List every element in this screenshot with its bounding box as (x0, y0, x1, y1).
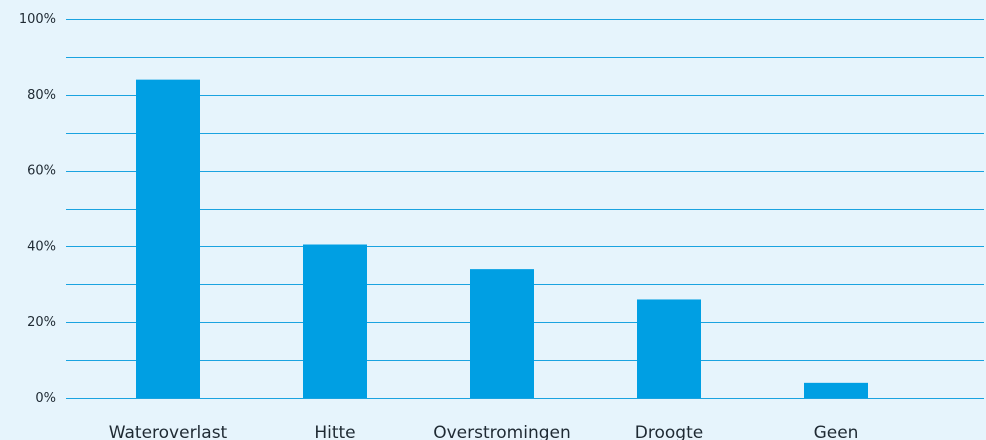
x-category-label: Geen (814, 423, 859, 440)
x-axis-category-labels: Wateroverlast Hitte Overstromingen Droogte G… (109, 423, 859, 440)
bar-wateroverlast (136, 79, 200, 398)
y-tick-label: 20% (27, 315, 56, 330)
y-tick-label: 80% (27, 88, 56, 103)
bar-overstromingen (470, 269, 534, 398)
y-tick-label: 60% (27, 164, 56, 179)
x-category-label: Droogte (635, 423, 703, 440)
bar-geen (804, 382, 868, 398)
bar-droogte (637, 299, 701, 398)
grid-lines (66, 19, 984, 399)
y-tick-label: 100% (19, 12, 56, 27)
x-category-label: Hitte (314, 423, 355, 440)
bars (136, 79, 868, 398)
y-tick-label: 0% (35, 391, 56, 406)
y-tick-label: 40% (27, 239, 56, 254)
bar-hitte (303, 244, 367, 398)
x-category-label: Wateroverlast (109, 423, 228, 440)
y-axis-tick-labels: 0% 20% 40% 60% 80% 100% (19, 12, 56, 406)
x-category-label: Overstromingen (433, 423, 571, 440)
